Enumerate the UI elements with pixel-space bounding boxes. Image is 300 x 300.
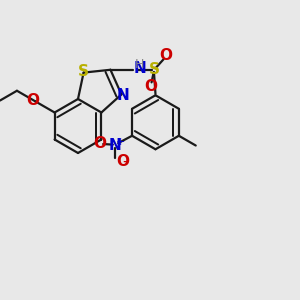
Text: O: O xyxy=(116,154,129,169)
Text: S: S xyxy=(148,62,160,77)
Text: N: N xyxy=(134,61,146,76)
Text: O: O xyxy=(94,136,107,151)
Text: N: N xyxy=(117,88,129,104)
Text: O: O xyxy=(145,79,158,94)
Text: N: N xyxy=(109,138,122,153)
Text: O: O xyxy=(160,49,172,64)
Text: +: + xyxy=(116,137,125,147)
Text: -: - xyxy=(122,154,127,169)
Text: H: H xyxy=(135,58,144,71)
Text: S: S xyxy=(78,64,89,79)
Text: O: O xyxy=(26,93,39,108)
